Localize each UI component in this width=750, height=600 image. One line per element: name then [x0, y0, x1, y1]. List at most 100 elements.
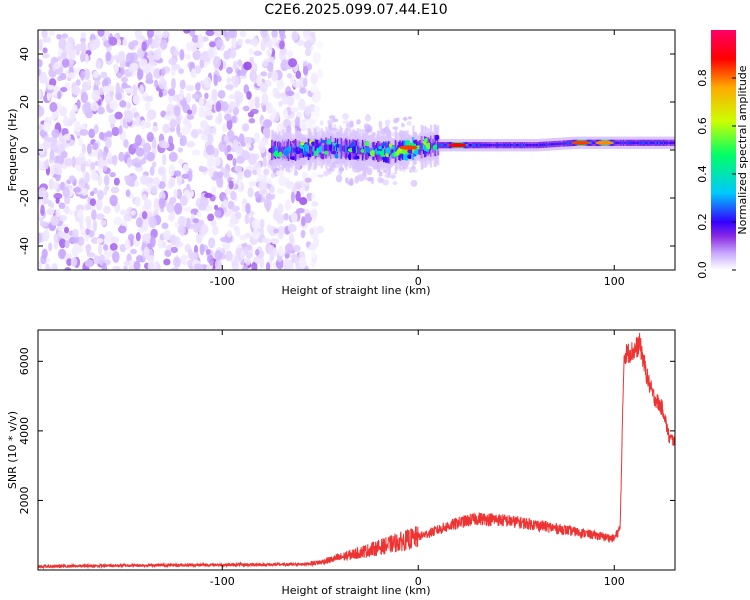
noise-cell — [97, 157, 104, 168]
scatter-cell — [361, 176, 368, 180]
noise-cell — [61, 33, 69, 39]
noise-cell — [226, 230, 233, 238]
noise-cell — [283, 212, 289, 221]
colorbar: 0.0 0.2 0.4 0.6 0.8 Normalized spectral ampl… — [696, 30, 749, 279]
band-core-cell — [671, 141, 674, 144]
noise-cell — [228, 180, 234, 190]
noise-cell — [48, 242, 53, 252]
noise-cell — [179, 79, 186, 90]
noise-cell — [162, 241, 167, 249]
noise-cell — [89, 39, 98, 51]
noise-cell — [258, 180, 268, 191]
band-core-cell — [493, 144, 496, 147]
band-core-cell — [326, 144, 329, 152]
noise-cell — [102, 85, 111, 93]
noise-cell — [166, 201, 175, 213]
noise-cell — [143, 246, 150, 259]
noise-cell — [43, 196, 49, 205]
noise-cell — [287, 50, 293, 58]
band-core-cell — [446, 144, 449, 147]
noise-cell — [45, 36, 52, 43]
noise-cell — [307, 193, 313, 202]
noise-cell — [200, 120, 209, 130]
noise-cell — [230, 190, 237, 201]
noise-cell — [68, 58, 74, 66]
scatter-cell — [342, 112, 349, 120]
noise-cell — [71, 86, 81, 96]
noise-cell — [242, 105, 250, 112]
band-core-cell — [499, 144, 502, 147]
noise-cell — [315, 225, 325, 234]
noise-cell — [285, 180, 295, 190]
noise-cell — [167, 88, 176, 97]
band-core-cell — [524, 144, 527, 147]
noise-cell — [46, 208, 55, 216]
noise-cell — [214, 156, 221, 167]
band-core-cell — [624, 141, 627, 144]
band-core-cell — [298, 146, 301, 154]
noise-cell — [233, 225, 240, 232]
noise-cell — [92, 70, 99, 79]
noise-cell — [95, 198, 103, 211]
noise-cell — [310, 31, 316, 38]
noise-cell — [283, 108, 288, 121]
band-core-cell — [639, 141, 642, 144]
noise-cell — [265, 101, 273, 114]
noise-cell — [278, 245, 284, 257]
noise-cell — [278, 100, 283, 107]
band-peak — [399, 145, 418, 150]
noise-cell — [112, 154, 118, 166]
band-core-cell — [467, 144, 470, 147]
noise-cell — [50, 164, 55, 177]
noise-cell — [126, 156, 132, 168]
scatter-cell — [345, 177, 349, 184]
noise-cell — [104, 131, 113, 138]
noise-cell — [119, 100, 127, 108]
noise-cell — [93, 124, 99, 134]
noise-cell — [85, 243, 92, 252]
band-core-cell — [338, 145, 341, 152]
noise-cell — [259, 218, 265, 230]
band-core-cell — [281, 146, 285, 154]
band-core-cell — [541, 143, 544, 146]
noise-cell — [259, 256, 265, 269]
noise-cell — [237, 38, 243, 46]
noise-cell — [205, 30, 215, 37]
noise-cell — [212, 56, 222, 68]
noise-cell — [123, 260, 130, 267]
noise-cell — [84, 259, 94, 268]
band-core-cell — [394, 147, 397, 156]
band-core-cell — [304, 147, 307, 153]
noise-cell — [188, 248, 193, 260]
noise-cell — [281, 96, 289, 105]
noise-cell — [38, 187, 47, 199]
noise-cell — [207, 48, 215, 59]
scatter-cell — [393, 117, 399, 124]
band-core-cell — [531, 144, 534, 147]
noise-cell — [248, 98, 255, 109]
colorbar-gradient — [711, 30, 736, 270]
noise-cell — [72, 104, 78, 111]
noise-cell — [232, 106, 240, 116]
noise-cell — [109, 172, 116, 178]
noise-cell — [71, 245, 79, 258]
noise-cell — [135, 196, 141, 208]
noise-cell — [83, 101, 92, 114]
noise-cell — [44, 158, 49, 170]
noise-cell — [173, 170, 182, 177]
noise-cell — [223, 135, 229, 143]
band-blob — [434, 134, 440, 141]
noise-cell — [284, 243, 294, 255]
noise-cell — [55, 155, 65, 166]
band-core-cell — [310, 146, 313, 153]
scatter-cell — [317, 174, 324, 178]
noise-cell — [178, 158, 184, 165]
band-core-cell — [342, 145, 346, 152]
snr-series — [38, 332, 675, 570]
noise-cell — [38, 89, 42, 100]
noise-cell — [118, 125, 123, 135]
noise-cell — [59, 248, 66, 259]
band-blob — [303, 150, 308, 156]
noise-cell — [168, 176, 176, 188]
band-core-cell — [501, 144, 504, 147]
